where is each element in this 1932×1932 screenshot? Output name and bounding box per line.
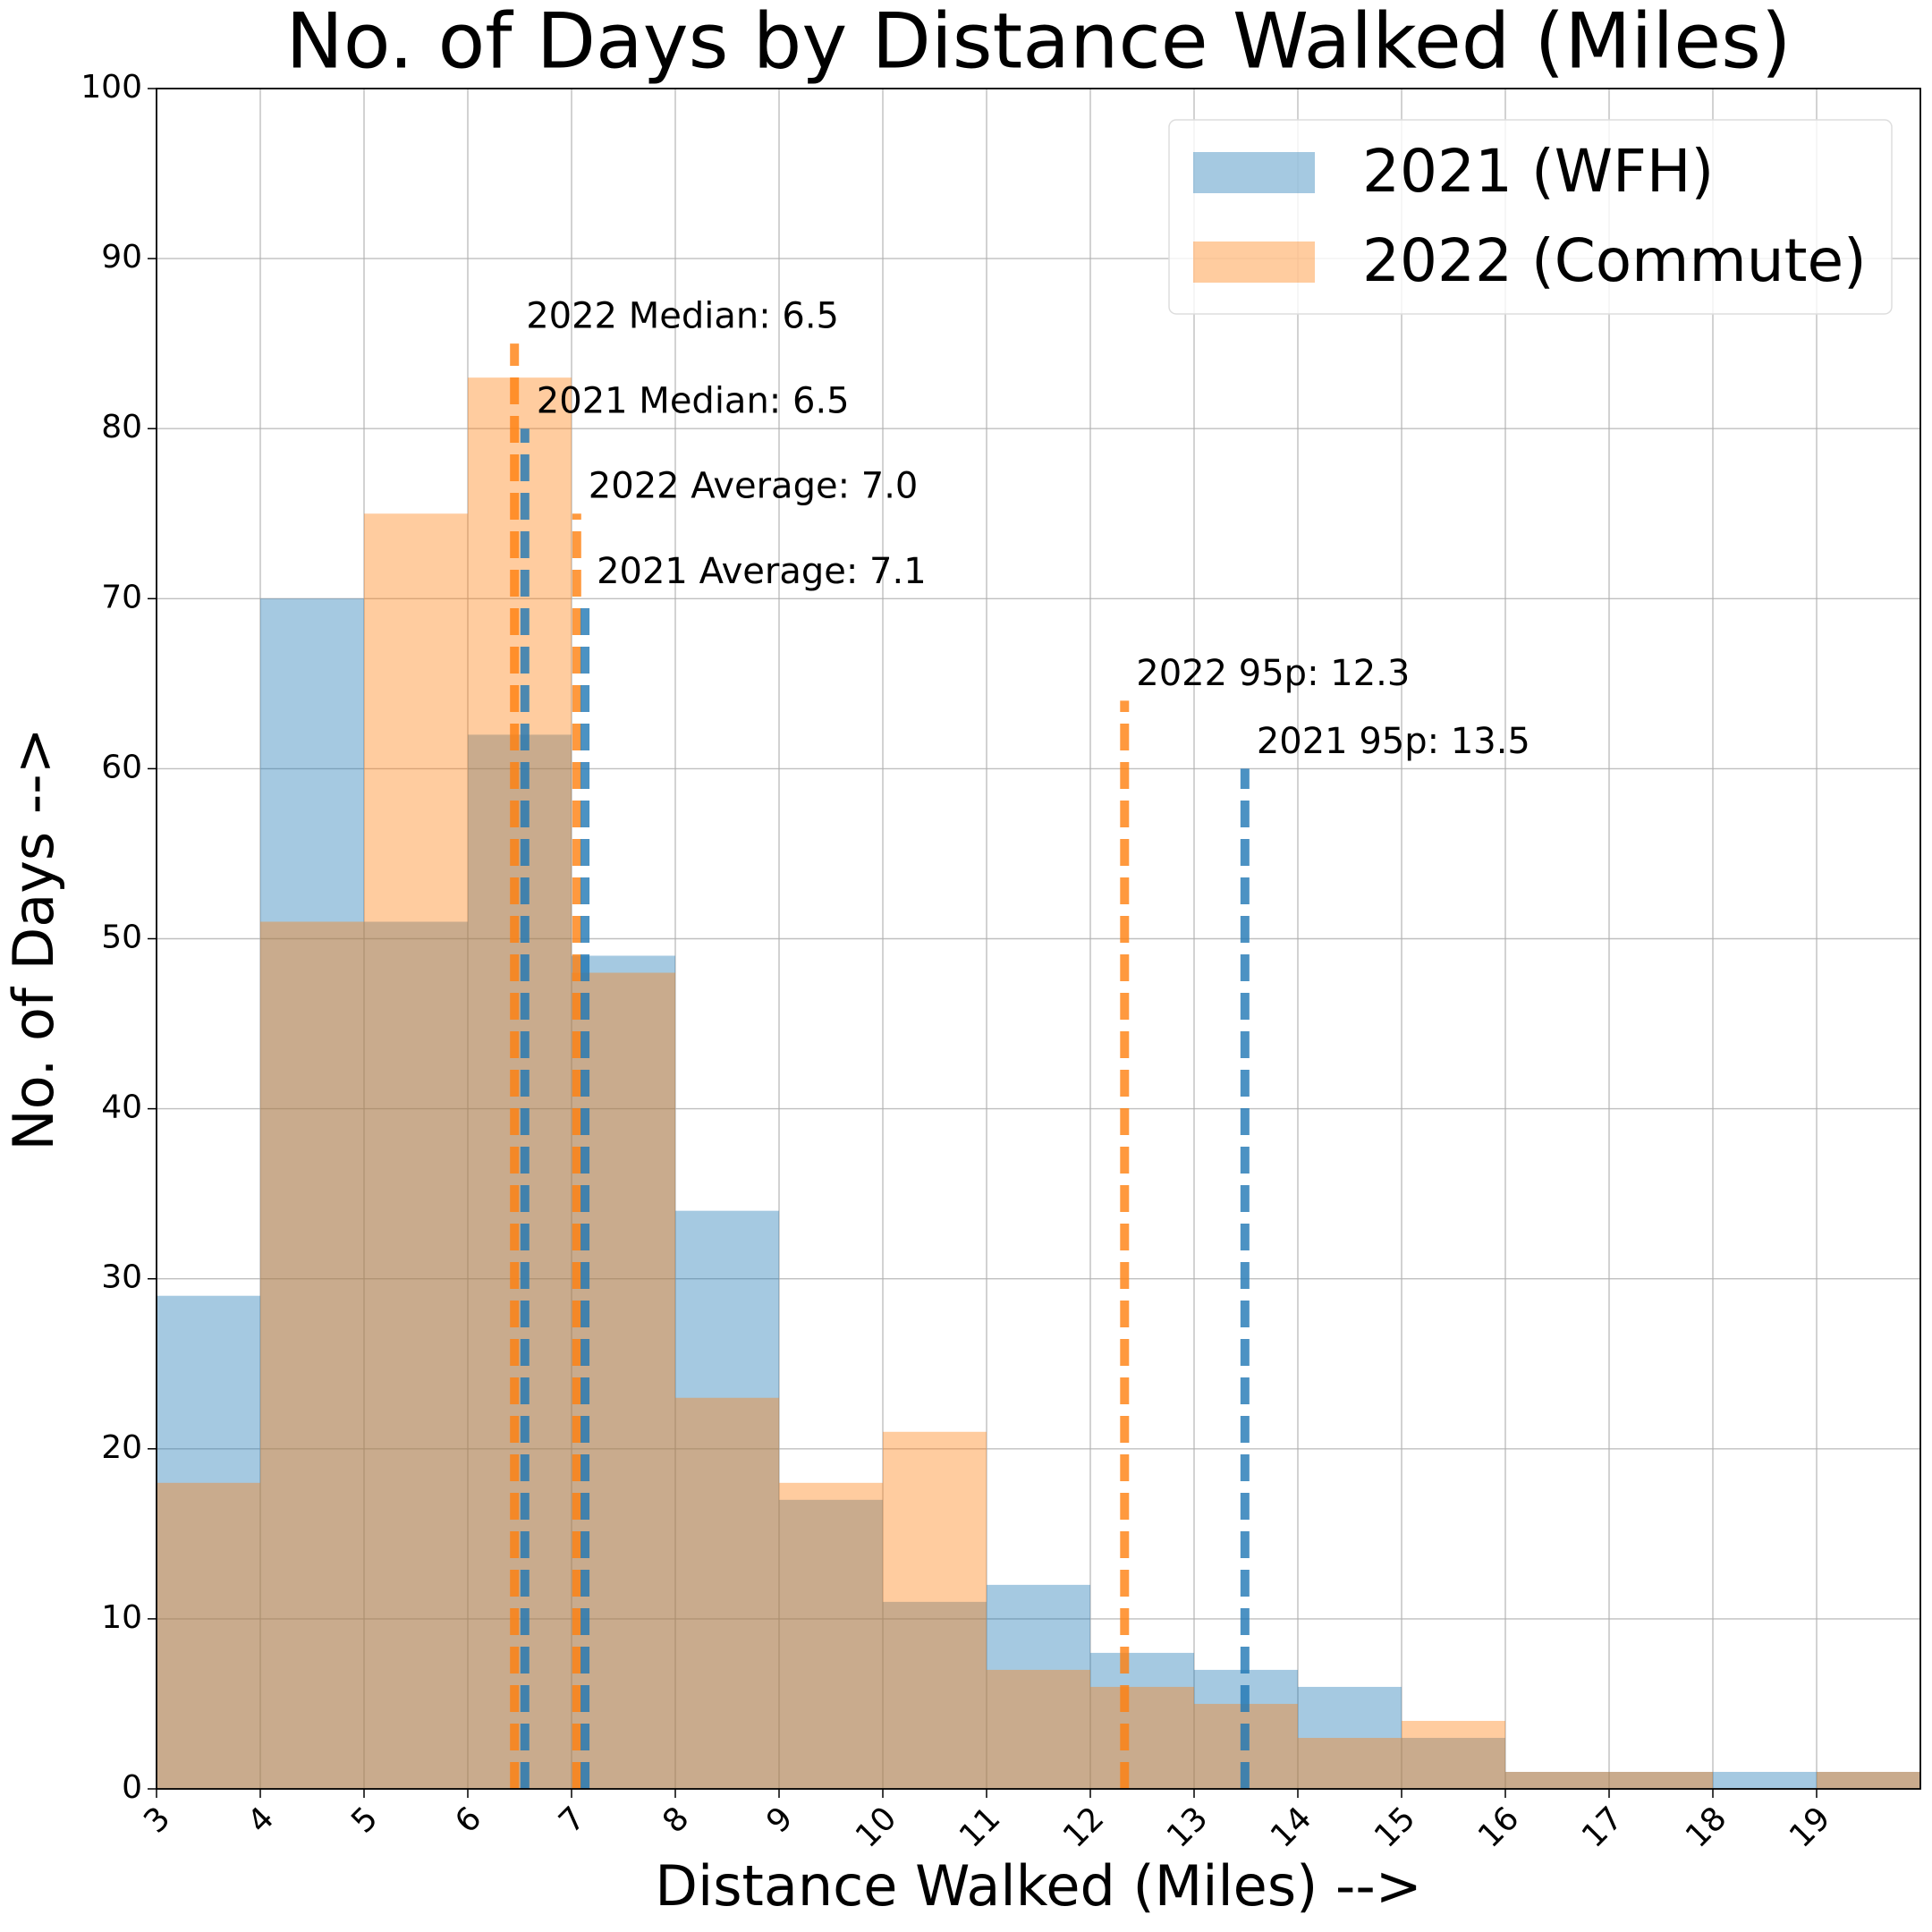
- legend-swatch: [1193, 242, 1315, 283]
- x-tick-label: 5: [344, 1800, 385, 1840]
- histogram-bar: [157, 1295, 260, 1789]
- histogram-bar: [883, 1431, 987, 1789]
- legend-label: 2022 (Commute): [1362, 226, 1867, 295]
- x-tick-label: 18: [1679, 1800, 1733, 1854]
- legend: 2021 (WFH) 2022 (Commute): [1168, 119, 1893, 315]
- legend-label: 2021 (WFH): [1362, 137, 1714, 206]
- histogram-bar: [468, 734, 572, 1789]
- histogram-bar: [364, 513, 468, 1789]
- histogram-bar: [1298, 1686, 1402, 1789]
- x-tick-label: 19: [1783, 1800, 1837, 1854]
- y-tick-label: 40: [101, 1089, 142, 1126]
- axes-frame: [156, 88, 1921, 1790]
- x-axis-label: Distance Walked (Miles) -->: [655, 1853, 1421, 1919]
- legend-box: [1168, 119, 1893, 315]
- x-tick-label: 3: [137, 1800, 177, 1840]
- histogram-bar: [987, 1669, 1090, 1789]
- histogram-bar: [1090, 1652, 1194, 1789]
- histogram-bar: [1298, 1737, 1402, 1789]
- y-tick-label: 100: [80, 69, 142, 106]
- x-tick-label: 7: [552, 1800, 592, 1840]
- histogram-bar: [1505, 1771, 1609, 1789]
- x-tick-label: 6: [448, 1800, 488, 1840]
- x-tick-label: 14: [1264, 1800, 1318, 1854]
- reference-label: 2021 95p: 13.5: [1257, 721, 1530, 762]
- histogram-bar: [1609, 1771, 1713, 1789]
- reference-label: 2022 Median: 6.5: [526, 296, 839, 337]
- x-tick-label: 11: [953, 1800, 1007, 1854]
- reference-label: 2021 Median: 6.5: [537, 381, 850, 422]
- y-tick-label: 30: [101, 1259, 142, 1296]
- y-tick-label: 60: [101, 749, 142, 785]
- histogram-bar: [364, 921, 468, 1789]
- x-tick-label: 17: [1575, 1800, 1630, 1854]
- histogram-bar: [779, 1499, 883, 1789]
- x-tick-label: 12: [1056, 1800, 1111, 1854]
- histogram-bar: [1402, 1737, 1505, 1789]
- histogram-bar: [260, 598, 364, 1789]
- x-tick-label: 16: [1471, 1800, 1526, 1854]
- histogram-bar: [1505, 1771, 1609, 1789]
- histogram-bar: [468, 377, 572, 1789]
- histogram-bar: [883, 1601, 987, 1789]
- histogram-bar: [1609, 1771, 1713, 1789]
- histogram-bar: [1817, 1771, 1920, 1789]
- histogram-bar: [1817, 1771, 1920, 1789]
- x-tick-label: 15: [1368, 1800, 1422, 1854]
- y-tick-label: 80: [101, 409, 142, 445]
- y-tick-label: 90: [101, 239, 142, 275]
- reference-label: 2022 Average: 7.0: [589, 466, 919, 507]
- histogram-bar: [1713, 1771, 1817, 1789]
- histogram-bar: [1090, 1686, 1194, 1789]
- histogram-bar: [675, 1397, 779, 1789]
- legend-swatch: [1193, 152, 1315, 193]
- y-tick-label: 0: [122, 1769, 142, 1806]
- y-tick-label: 50: [101, 919, 142, 956]
- reference-label: 2022 95p: 12.3: [1136, 653, 1410, 694]
- x-tick-label: 8: [656, 1800, 696, 1840]
- y-tick-label: 10: [101, 1599, 142, 1636]
- x-tick-label: 10: [849, 1800, 903, 1854]
- histogram-bar: [157, 1482, 260, 1789]
- histogram-bar: [260, 921, 364, 1789]
- y-tick-label: 70: [101, 579, 142, 615]
- histogram-bar: [987, 1584, 1090, 1789]
- histogram-bar: [675, 1210, 779, 1789]
- y-tick-label: 20: [101, 1429, 142, 1466]
- x-tick-label: 9: [759, 1800, 800, 1840]
- histogram-bar: [779, 1482, 883, 1789]
- chart-title: No. of Days by Distance Walked (Miles): [285, 0, 1791, 86]
- y-axis-label: No. of Days -->: [1, 727, 66, 1150]
- x-tick-label: 4: [241, 1800, 281, 1840]
- reference-label: 2021 Average: 7.1: [597, 551, 927, 592]
- x-tick-label: 13: [1160, 1800, 1215, 1854]
- histogram-bar: [1402, 1720, 1505, 1789]
